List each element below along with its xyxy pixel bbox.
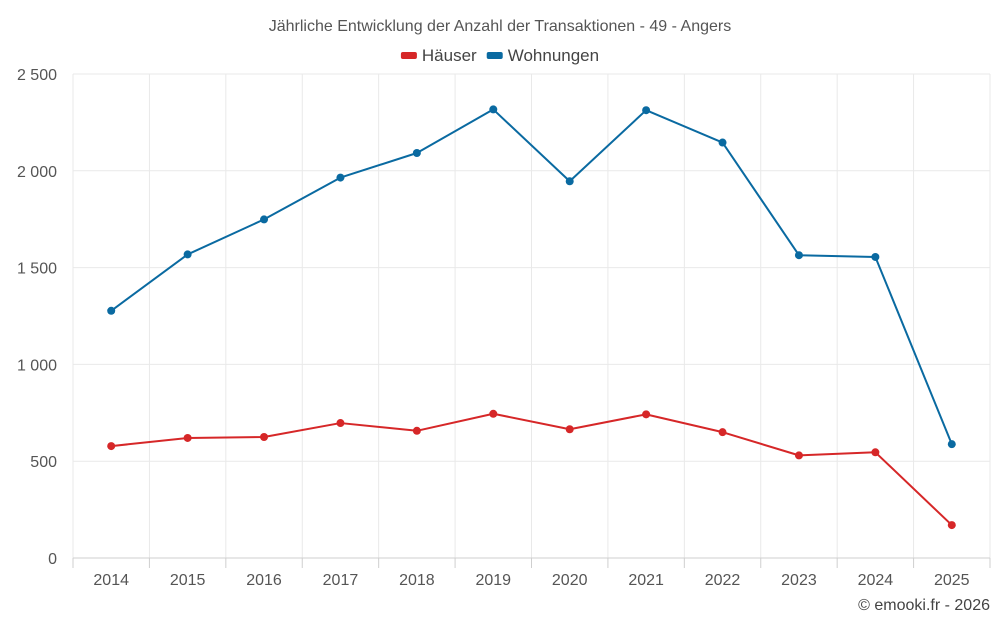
y-tick-label: 500	[30, 454, 57, 471]
plot-area	[107, 105, 956, 530]
data-point-h-user[interactable]	[642, 410, 651, 419]
data-point-wohnungen[interactable]	[642, 106, 651, 115]
data-point-h-user[interactable]	[718, 428, 727, 437]
x-tick-label: 2019	[475, 572, 511, 589]
legend-swatch	[486, 52, 503, 59]
y-tick-label: 2 500	[17, 67, 57, 84]
x-tick-label: 2014	[93, 572, 129, 589]
x-tick-label: 2022	[705, 572, 741, 589]
y-tick-label: 1 000	[17, 357, 57, 374]
y-tick-label: 2 000	[17, 164, 57, 181]
credit: © emooki.fr - 2026	[858, 597, 990, 614]
legend-item-wohnungen[interactable]: Wohnungen	[486, 46, 599, 65]
legend-swatch	[400, 52, 417, 59]
x-tick-label: 2023	[781, 572, 817, 589]
data-point-h-user[interactable]	[336, 419, 345, 428]
data-point-h-user[interactable]	[183, 433, 192, 442]
data-point-wohnungen[interactable]	[183, 250, 192, 259]
data-point-h-user[interactable]	[260, 433, 269, 441]
data-point-wohnungen[interactable]	[412, 148, 421, 157]
data-point-h-user[interactable]	[871, 448, 880, 457]
legend[interactable]: Häuser Wohnungen	[400, 46, 599, 65]
grid	[72, 73, 991, 558]
data-point-h-user[interactable]	[565, 425, 574, 434]
y-tick-label: 0	[48, 551, 57, 568]
data-point-wohnungen[interactable]	[718, 138, 727, 147]
data-point-wohnungen[interactable]	[336, 173, 345, 182]
data-point-h-user[interactable]	[947, 521, 956, 530]
data-point-wohnungen[interactable]	[794, 251, 803, 260]
legend-label: Häuser	[422, 46, 477, 65]
x-tick-label: 2018	[399, 572, 435, 589]
data-point-wohnungen[interactable]	[107, 306, 116, 315]
y-axis: 0 500 1 000 1 500 2 000 2 500	[17, 67, 57, 568]
series-line-h-user	[111, 412, 953, 526]
data-point-wohnungen[interactable]	[871, 252, 880, 261]
x-tick-label: 2015	[170, 572, 206, 589]
data-point-h-user[interactable]	[794, 451, 803, 460]
x-tick-label: 2021	[628, 572, 664, 589]
x-tick-label: 2020	[552, 572, 588, 589]
x-axis: 2014 2015 2016 2017 2018 2019 2020 2021 2022 2023…	[72, 557, 991, 589]
data-point-wohnungen[interactable]	[260, 215, 269, 224]
x-tick-label: 2017	[323, 572, 359, 589]
data-point-wohnungen[interactable]	[489, 105, 498, 114]
data-point-h-user[interactable]	[412, 426, 421, 435]
chart-title: Jährliche Entwicklung der Anzahl der Tra…	[269, 18, 731, 35]
legend-label: Wohnungen	[508, 46, 599, 65]
data-point-wohnungen[interactable]	[947, 440, 956, 449]
legend-item-h-user[interactable]: Häuser	[400, 46, 477, 65]
x-tick-label: 2025	[934, 572, 970, 589]
x-tick-label: 2016	[246, 572, 282, 589]
y-tick-label: 1 500	[17, 261, 57, 278]
data-point-wohnungen[interactable]	[565, 177, 574, 186]
x-tick-label: 2024	[858, 572, 894, 589]
data-point-h-user[interactable]	[107, 442, 116, 451]
data-point-h-user[interactable]	[489, 409, 498, 418]
series-line-wohnungen	[110, 108, 953, 445]
